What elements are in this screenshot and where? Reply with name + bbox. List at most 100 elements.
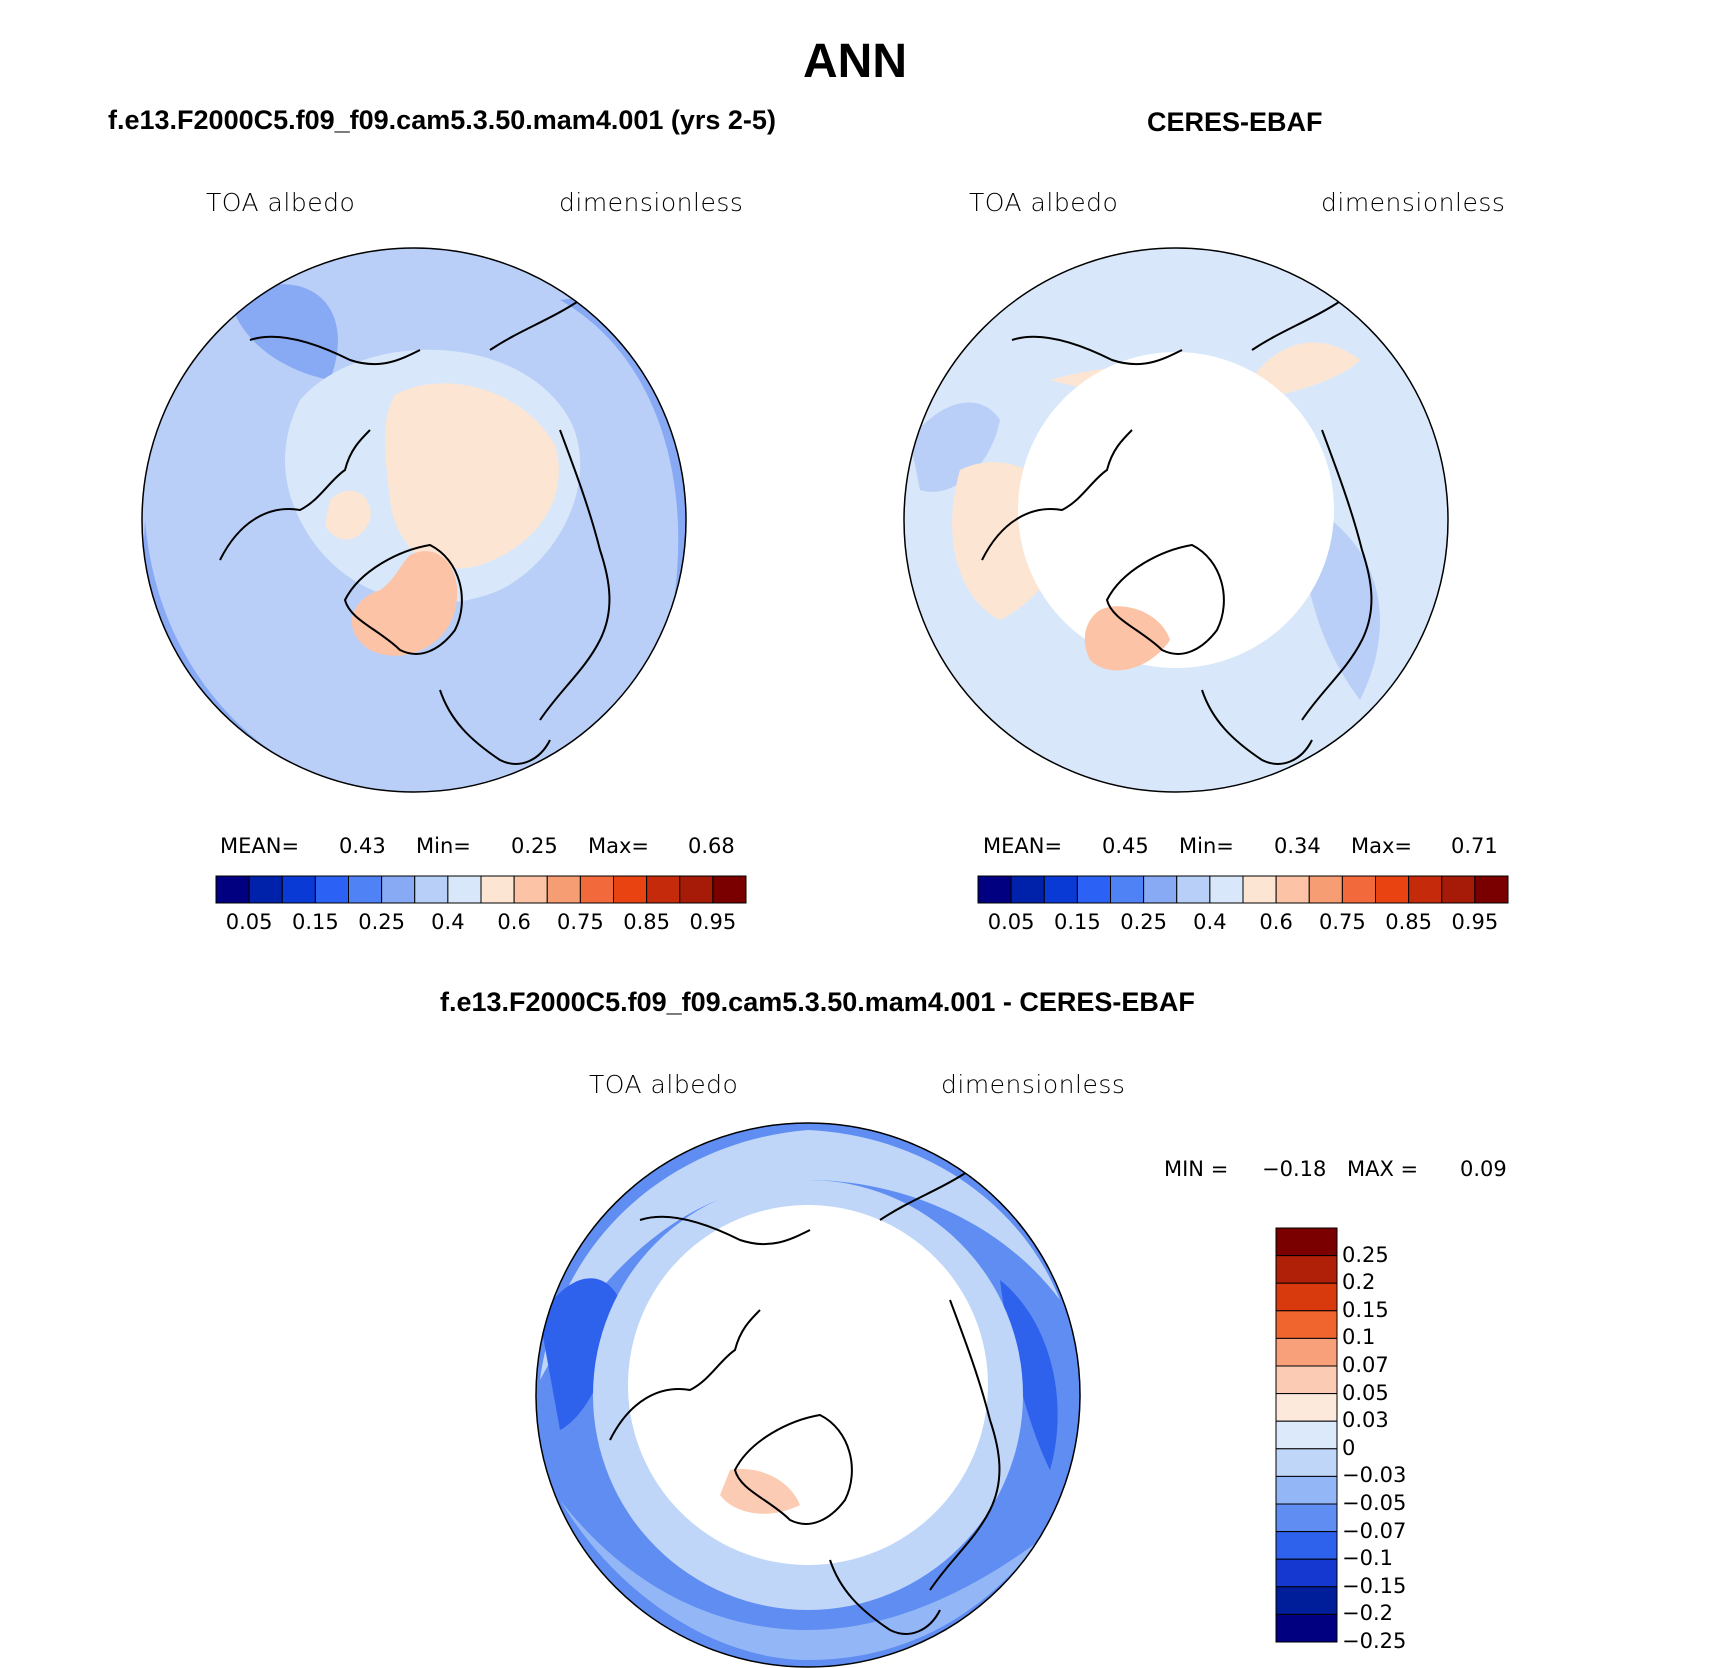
colorbar-tick-label: 0.05 xyxy=(1342,1380,1389,1405)
panel3-min-label: MIN = xyxy=(1164,1157,1229,1181)
colorbar-swatch xyxy=(414,875,449,904)
panel2-mean-label: MEAN= xyxy=(983,834,1063,858)
colorbar-swatch xyxy=(1275,1475,1338,1505)
colorbar-swatch xyxy=(1176,875,1211,904)
colorbar-swatch xyxy=(215,875,250,904)
colorbar-tick-label: 0.4 xyxy=(431,910,465,934)
colorbar-tick-label: 0.15 xyxy=(1342,1297,1389,1322)
panel1-map-border xyxy=(141,247,687,793)
colorbar-tick-label: 0.75 xyxy=(556,910,604,934)
colorbar-swatch xyxy=(1275,1310,1338,1339)
panel3-max-label: MAX = xyxy=(1347,1157,1419,1181)
colorbar-swatch xyxy=(1474,875,1509,904)
colorbar-tick-label: 0.85 xyxy=(623,910,670,934)
colorbar-swatch xyxy=(1275,1227,1338,1257)
colorbar-swatch xyxy=(579,875,614,904)
panel3-title: f.e13.F2000C5.f09_f09.cam5.3.50.mam4.001… xyxy=(440,987,1195,1017)
panel2-title: CERES-EBAF xyxy=(1147,107,1323,137)
panel2-min-label: Min= xyxy=(1179,834,1234,858)
map-arctic-ice-region xyxy=(385,383,559,569)
colorbar-tick-label: 0.6 xyxy=(1259,910,1293,934)
colorbar-tick-label: 0.05 xyxy=(225,910,273,934)
panel1-max-label: Max= xyxy=(588,834,650,858)
colorbar-tick-label: 0.25 xyxy=(1342,1242,1389,1267)
panel2-variable-label: TOA albedo xyxy=(969,188,1119,217)
colorbar-swatch xyxy=(1441,875,1476,904)
colorbar-tick-label: 0.03 xyxy=(1342,1408,1389,1433)
colorbar-swatch xyxy=(1275,1503,1338,1533)
colorbar-swatch xyxy=(1275,1420,1338,1450)
colorbar-swatch xyxy=(613,875,648,904)
panel1-mean-label: MEAN= xyxy=(220,834,300,858)
map-archipelago-region xyxy=(325,490,371,540)
panel3-max-value: 0.09 xyxy=(1460,1157,1507,1181)
colorbar-swatch xyxy=(679,875,714,904)
colorbar-tick-label: 0.15 xyxy=(1053,910,1101,934)
colorbar-tick-label: 0.25 xyxy=(1120,910,1167,934)
colorbar-swatch xyxy=(1275,1393,1338,1422)
panel1-mean-value: 0.43 xyxy=(339,834,386,858)
colorbar-swatch xyxy=(1275,1282,1338,1312)
colorbar-tick-label: 0.15 xyxy=(291,910,339,934)
colorbar-tick-label: 0 xyxy=(1342,1435,1356,1460)
colorbar-tick-label: −0.1 xyxy=(1342,1546,1393,1571)
colorbar-swatch xyxy=(1275,1558,1338,1588)
colorbar-swatch xyxy=(1076,875,1111,904)
colorbar-swatch xyxy=(480,875,515,904)
figure-title: ANN xyxy=(803,35,907,88)
colorbar-swatch xyxy=(1308,875,1343,904)
panel1-min-label: Min= xyxy=(416,834,471,858)
panel1-variable-label: TOA albedo xyxy=(206,188,356,217)
colorbar-swatch xyxy=(281,875,316,904)
map-strong-negative-region xyxy=(540,1278,620,1430)
colorbar-tick-label: 0.05 xyxy=(987,910,1035,934)
colorbar-swatch xyxy=(1408,875,1443,904)
panel3-min-value: −0.18 xyxy=(1262,1157,1327,1181)
map-missing-data-cap xyxy=(628,1205,988,1565)
map-low-albedo-region xyxy=(230,284,338,380)
panel2-polar-map xyxy=(904,248,1448,792)
colorbar-tick-label: 0.95 xyxy=(689,910,737,934)
colorbar-tick-label: 0.4 xyxy=(1193,910,1227,934)
colorbar-tick-label: 0.95 xyxy=(1451,910,1499,934)
colorbar-swatch xyxy=(1110,875,1145,904)
panel2-mean-value: 0.45 xyxy=(1102,834,1149,858)
colorbar-swatch xyxy=(1375,875,1410,904)
colorbar-swatch xyxy=(1275,1365,1338,1395)
colorbar-swatch xyxy=(1275,1337,1338,1367)
colorbar-tick-label: −0.2 xyxy=(1342,1601,1393,1626)
panel3-units-label: dimensionless xyxy=(941,1070,1126,1099)
panel2-coastlines xyxy=(981,281,1403,765)
colorbar-swatch xyxy=(1275,1586,1338,1615)
panel1-units-label: dimensionless xyxy=(559,188,744,217)
colorbar-tick-label: −0.05 xyxy=(1342,1491,1407,1515)
panel1-coastlines xyxy=(219,281,641,765)
panel1-min-value: 0.25 xyxy=(511,834,558,858)
colorbar-swatch xyxy=(1143,875,1178,904)
colorbar-tick-label: −0.15 xyxy=(1342,1573,1407,1598)
panel3-polar-map xyxy=(536,1123,1080,1667)
colorbar-tick-label: 0.1 xyxy=(1342,1325,1376,1350)
map-missing-data-cap xyxy=(1018,352,1334,668)
map-greenland-region xyxy=(351,551,458,656)
panel2-colorbar xyxy=(977,875,1509,904)
colorbar-swatch xyxy=(546,875,581,904)
colorbar-swatch xyxy=(381,875,416,904)
colorbar-tick-label: −0.25 xyxy=(1342,1629,1407,1653)
panel3-colorbar xyxy=(1275,1227,1338,1643)
colorbar-tick-label: 0.6 xyxy=(497,910,531,934)
colorbar-swatch xyxy=(1242,875,1277,904)
colorbar-swatch xyxy=(1209,875,1244,904)
colorbar-swatch xyxy=(1341,875,1376,904)
map-strong-negative-region xyxy=(1000,1280,1058,1470)
colorbar-swatch xyxy=(1043,875,1078,904)
panel2-max-value: 0.71 xyxy=(1451,834,1498,858)
colorbar-tick-label: −0.07 xyxy=(1342,1518,1407,1543)
map-moderate-negative-region xyxy=(560,1500,1040,1660)
colorbar-swatch xyxy=(1275,875,1310,904)
colorbar-swatch xyxy=(1275,1448,1338,1477)
colorbar-swatch xyxy=(646,875,681,904)
colorbar-tick-label: −0.03 xyxy=(1342,1463,1407,1488)
colorbar-swatch xyxy=(1275,1255,1338,1284)
colorbar-tick-label: 0.75 xyxy=(1318,910,1366,934)
